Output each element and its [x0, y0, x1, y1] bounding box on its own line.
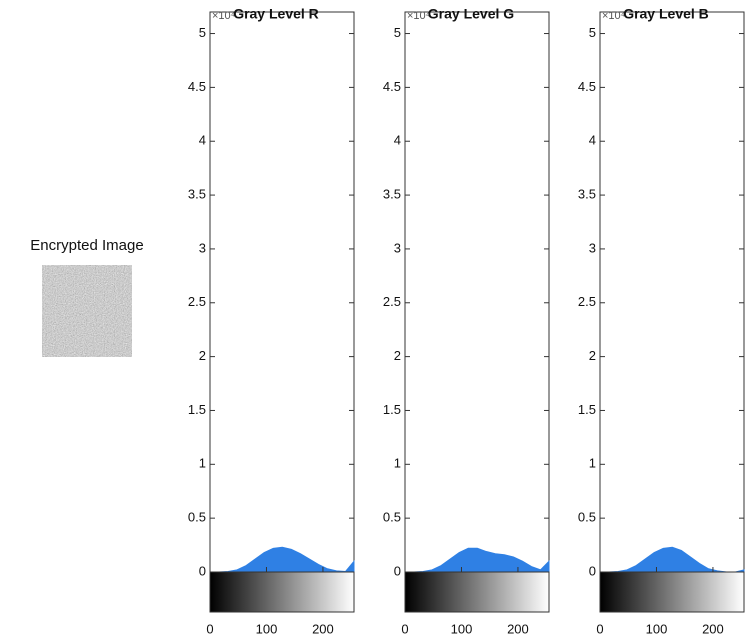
- x-tick-label: 0: [401, 621, 408, 636]
- y-tick-label: 0: [394, 563, 401, 578]
- y-tick-label: 0: [199, 563, 206, 578]
- x-tick-label: 0: [596, 621, 603, 636]
- y-tick-label: 2: [589, 348, 596, 363]
- encrypted-image: [42, 265, 132, 357]
- y-tick-label: 5: [199, 25, 206, 40]
- y-tick-label: 3.5: [383, 187, 401, 202]
- x-tick-label: 0: [206, 621, 213, 636]
- x-tick-label: 200: [312, 621, 334, 636]
- y-tick-label: 4.5: [578, 79, 596, 94]
- y-tick-label: 1: [589, 456, 596, 471]
- page: Encrypted Image 00.511.522.533.544.55010…: [0, 0, 746, 642]
- y-tick-label: 1.5: [188, 402, 206, 417]
- y-tick-label: 3.5: [188, 187, 206, 202]
- y-tick-label: 3.5: [578, 187, 596, 202]
- gray-colorbar: [405, 572, 549, 612]
- y-tick-label: 1: [394, 456, 401, 471]
- x-tick-label: 100: [256, 621, 278, 636]
- figure: Encrypted Image 00.511.522.533.544.55010…: [0, 0, 746, 642]
- x-tick-label: 100: [646, 621, 668, 636]
- y-tick-label: 5: [394, 25, 401, 40]
- gray-colorbar: [210, 572, 354, 612]
- y-tick-label: 3: [394, 240, 401, 255]
- y-tick-label: 4: [589, 133, 596, 148]
- y-tick-label: 4: [199, 133, 206, 148]
- image-title: Encrypted Image: [30, 237, 143, 254]
- y-tick-label: 2: [199, 348, 206, 363]
- axes: [210, 12, 354, 572]
- x-tick-label: 200: [507, 621, 529, 636]
- y-tick-label: 2.5: [578, 294, 596, 309]
- chart-title: Gray Level B: [623, 6, 709, 22]
- y-tick-label: 3: [589, 240, 596, 255]
- x-tick-label: 100: [451, 621, 473, 636]
- gray-colorbar: [600, 572, 744, 612]
- y-tick-label: 1.5: [578, 402, 596, 417]
- y-tick-label: 4.5: [383, 79, 401, 94]
- y-tick-label: 0.5: [188, 510, 206, 525]
- y-tick-label: 3: [199, 240, 206, 255]
- chart-title: Gray Level R: [233, 6, 319, 22]
- y-tick-label: 1.5: [383, 402, 401, 417]
- y-exponent: ×10⁴: [602, 10, 626, 22]
- y-tick-label: 0.5: [578, 510, 596, 525]
- axes: [405, 12, 549, 572]
- x-tick-label: 200: [702, 621, 724, 636]
- y-tick-label: 2.5: [188, 294, 206, 309]
- y-tick-label: 5: [589, 25, 596, 40]
- axes: [600, 12, 744, 572]
- chart-title: Gray Level G: [428, 6, 514, 22]
- y-tick-label: 2.5: [383, 294, 401, 309]
- y-tick-label: 4: [394, 133, 401, 148]
- y-exponent: ×10⁴: [212, 10, 236, 22]
- y-tick-label: 2: [394, 348, 401, 363]
- y-tick-label: 0.5: [383, 510, 401, 525]
- y-tick-label: 4.5: [188, 79, 206, 94]
- y-tick-label: 0: [589, 563, 596, 578]
- y-tick-label: 1: [199, 456, 206, 471]
